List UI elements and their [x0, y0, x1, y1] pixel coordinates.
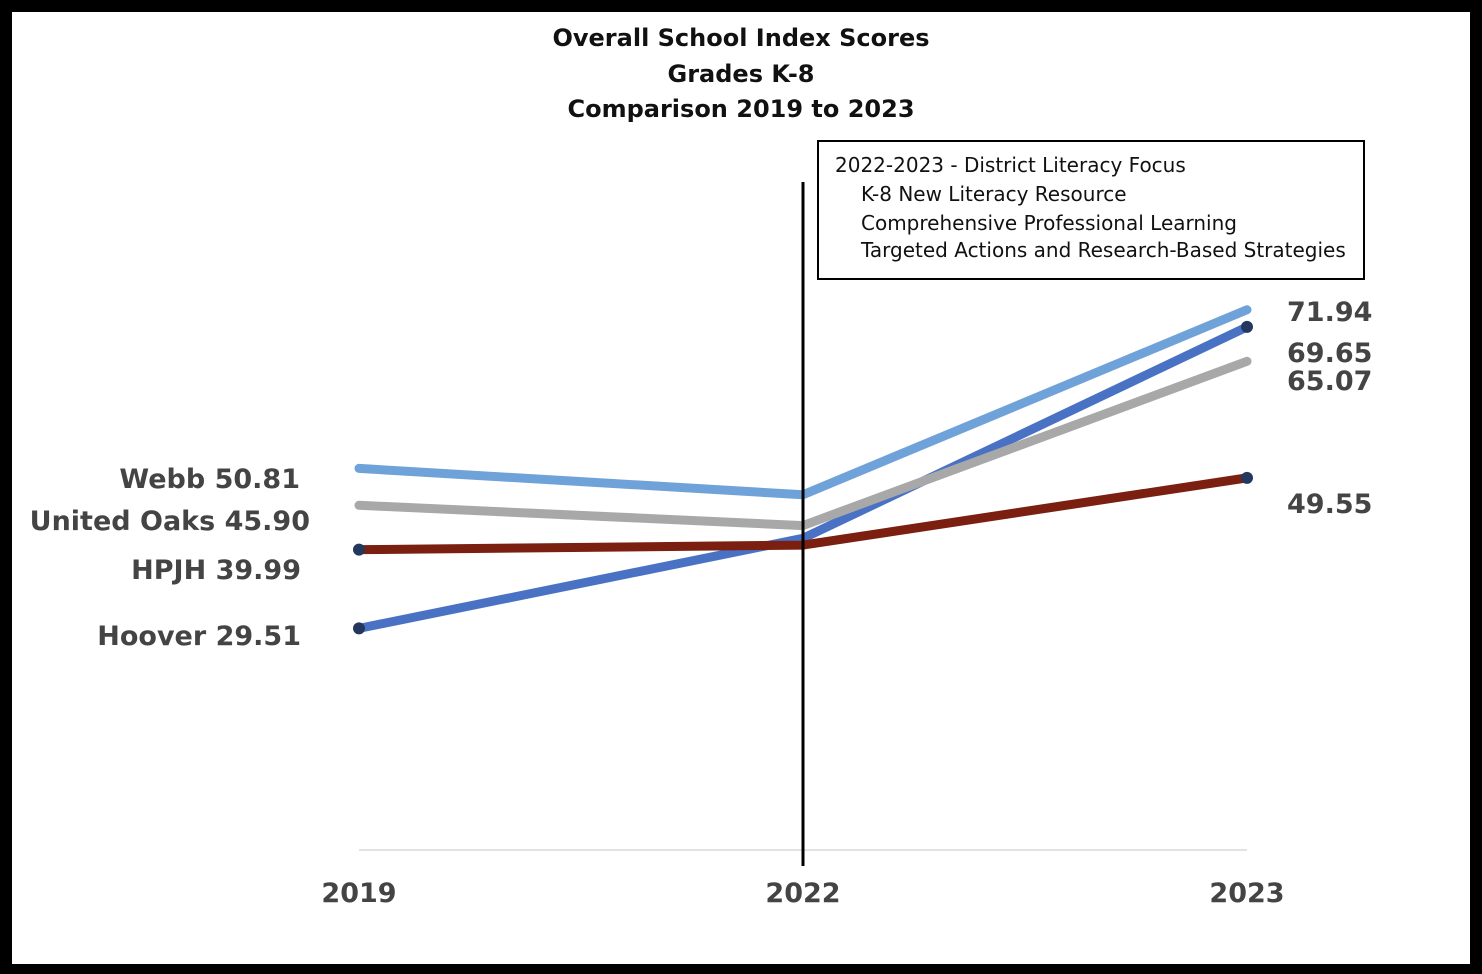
x-tick-label: 2022: [765, 878, 840, 909]
annotation-box: 2022-2023 - District Literacy Focus K-8 …: [817, 140, 1365, 280]
annotation-heading: 2022-2023 - District Literacy Focus: [835, 153, 1186, 177]
data-label-end: 49.55: [1287, 489, 1372, 520]
data-label-start: Webb 50.81: [119, 464, 300, 495]
data-label-end: 65.07: [1287, 366, 1372, 397]
x-tick-label: 2019: [321, 878, 396, 909]
chart-title-line-3: Comparison 2019 to 2023: [567, 95, 915, 123]
data-label-start: United Oaks 45.90: [30, 506, 310, 537]
data-label-end: 69.65: [1287, 338, 1372, 369]
annotation-item: Comprehensive Professional Learning: [861, 211, 1237, 235]
data-point: [1241, 320, 1253, 333]
annotation-item: K-8 New Literacy Resource: [861, 182, 1127, 206]
chart-title-line-2: Grades K-8: [667, 60, 815, 88]
annotation-item: Targeted Actions and Research-Based Stra…: [861, 238, 1346, 262]
data-label-end: 71.94: [1287, 297, 1372, 328]
x-tick-label: 2023: [1209, 878, 1284, 909]
chart-title-line-1: Overall School Index Scores: [552, 24, 930, 52]
data-point: [353, 622, 365, 635]
data-label-start: Hoover 29.51: [97, 621, 301, 652]
data-label-start: HPJH 39.99: [131, 555, 301, 586]
data-point: [1241, 471, 1253, 484]
data-point: [353, 543, 365, 556]
